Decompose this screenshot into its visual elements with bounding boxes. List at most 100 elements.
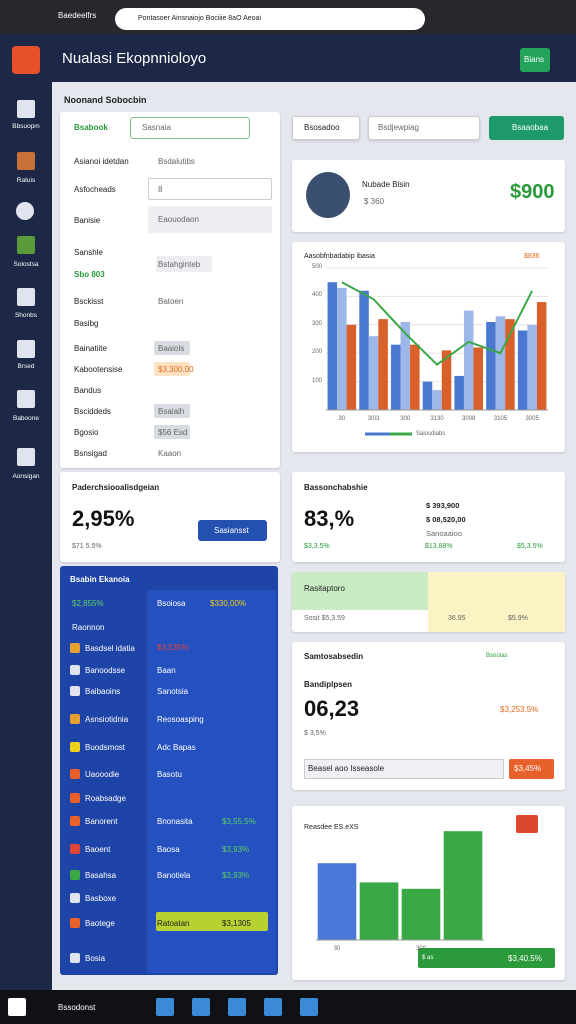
chip — [154, 341, 190, 355]
search-input[interactable] — [368, 116, 480, 140]
list-icon — [70, 816, 80, 826]
panel-right-label: Sanotsia — [157, 687, 189, 696]
bar — [410, 344, 420, 410]
list-icon — [70, 870, 80, 880]
row-label: Bainatiite — [74, 344, 107, 353]
panel-right-label: Basotu — [157, 770, 182, 779]
panel-value: $2,855% — [72, 599, 104, 608]
select-label: Beasel aoo Isseasole — [308, 764, 385, 773]
bar — [505, 319, 515, 410]
row-label: Bsnsigad — [74, 449, 107, 458]
chart-title: Reasdee ES.eXS — [304, 824, 359, 831]
chip — [154, 425, 190, 439]
row-label: Bsckisst — [74, 297, 104, 306]
metric-label: Bandiplpsen — [304, 680, 353, 689]
panel-title: Bsabin Ekanoia — [70, 575, 130, 584]
panel-right-label: Reosoasping — [157, 715, 204, 724]
taskbar-icon[interactable] — [300, 998, 318, 1016]
row-value: $3,300.00 — [158, 365, 194, 374]
card-tag: Bsnotas — [486, 653, 508, 659]
panel-item: Basahsa — [85, 871, 117, 880]
row-value: Bsdalutibs — [158, 157, 195, 166]
metric-button[interactable] — [509, 759, 554, 779]
summary-card — [292, 472, 565, 562]
address-bar[interactable] — [115, 8, 425, 30]
sidebar-icon[interactable] — [17, 340, 35, 358]
bar — [473, 347, 483, 410]
sidebar-icon[interactable] — [16, 202, 34, 220]
list-icon — [70, 953, 80, 963]
logo — [12, 46, 40, 74]
sidebar-icon[interactable] — [17, 390, 35, 408]
taskbar-icon[interactable] — [264, 998, 282, 1016]
panel-item: Baibaoins — [85, 687, 121, 696]
bar — [346, 324, 357, 410]
taskbar-icon[interactable] — [8, 998, 26, 1016]
strip-green — [292, 572, 428, 610]
panel-item: Banoodsse — [85, 666, 126, 675]
taskbar-icon[interactable] — [192, 998, 210, 1016]
select[interactable] — [148, 178, 272, 200]
sidebar-icon[interactable] — [17, 288, 35, 306]
list-icon — [70, 665, 80, 675]
rate-button[interactable] — [198, 520, 267, 541]
panel-right-value: $3,1305 — [222, 919, 251, 928]
x-tick-label: 3105 — [493, 416, 508, 422]
summary-line: $ 393,900 — [426, 501, 460, 510]
toolbar-button[interactable] — [489, 116, 564, 140]
metric-sub: $ 3,5% — [304, 730, 326, 737]
chip — [156, 256, 212, 272]
panel-right-label: Ratoatan — [157, 919, 190, 928]
list-icon — [70, 643, 80, 653]
panel-tab-value: $330,00% — [210, 599, 247, 608]
search-placeholder: Bsdjewpiag — [378, 123, 419, 132]
panel-right-value: $3,93% — [222, 845, 250, 854]
panel-item: Uaooodie — [85, 770, 120, 779]
sidebar-label: Aonsigan — [12, 473, 40, 480]
bar — [441, 350, 452, 410]
chart-footer — [418, 948, 555, 968]
bar — [359, 882, 399, 940]
sidebar-icon[interactable] — [17, 448, 35, 466]
bar — [359, 290, 369, 410]
select[interactable] — [304, 759, 504, 779]
taskbar-icon[interactable] — [156, 998, 174, 1016]
taskbar-icon[interactable] — [228, 998, 246, 1016]
taskbar-label: Bssodonst — [58, 1003, 96, 1012]
y-tick-label: 100 — [311, 377, 322, 384]
sidebar-icon[interactable] — [17, 152, 35, 170]
panel-item: Basdsel idatia — [85, 644, 135, 653]
panel-item: Bosia — [85, 954, 106, 963]
search-input[interactable] — [130, 117, 250, 139]
app-title: Nualasi Ekopnnioloyo — [62, 50, 207, 67]
bar — [400, 321, 411, 410]
summary-line: $ 08,520,00 — [426, 515, 466, 524]
filter-input[interactable] — [292, 116, 360, 140]
bar — [378, 319, 388, 410]
row-label: Bandus — [74, 386, 102, 395]
list-icon — [70, 844, 80, 854]
chart-action[interactable] — [516, 815, 538, 833]
summary-line: Sanoaaioo — [426, 529, 462, 538]
toolbar-button-label: Bsaaobaa — [512, 123, 549, 132]
select[interactable] — [148, 206, 272, 233]
panel-item: Baoent — [85, 845, 111, 854]
sidebar-icon[interactable] — [17, 236, 35, 254]
chip — [154, 362, 190, 376]
sidebar-icon[interactable] — [17, 100, 35, 118]
row-label: Basibg — [74, 319, 99, 328]
panel-right-label: Bnonasita — [157, 817, 193, 826]
legend-label: Saiosdiabs — [416, 431, 446, 437]
bar — [401, 888, 441, 940]
sidebar-label: Baboone — [12, 415, 40, 422]
chip — [154, 404, 190, 418]
line — [341, 281, 534, 366]
button-label: Sasiansst — [214, 526, 249, 535]
panel-item: Roabsadge — [85, 794, 126, 803]
header-button[interactable] — [520, 48, 550, 72]
card-sub: $71 5.5% — [72, 543, 102, 550]
strip-value: $5.9% — [508, 615, 528, 622]
bar — [454, 375, 464, 410]
panel-right-value: $3,55.5% — [222, 817, 256, 826]
